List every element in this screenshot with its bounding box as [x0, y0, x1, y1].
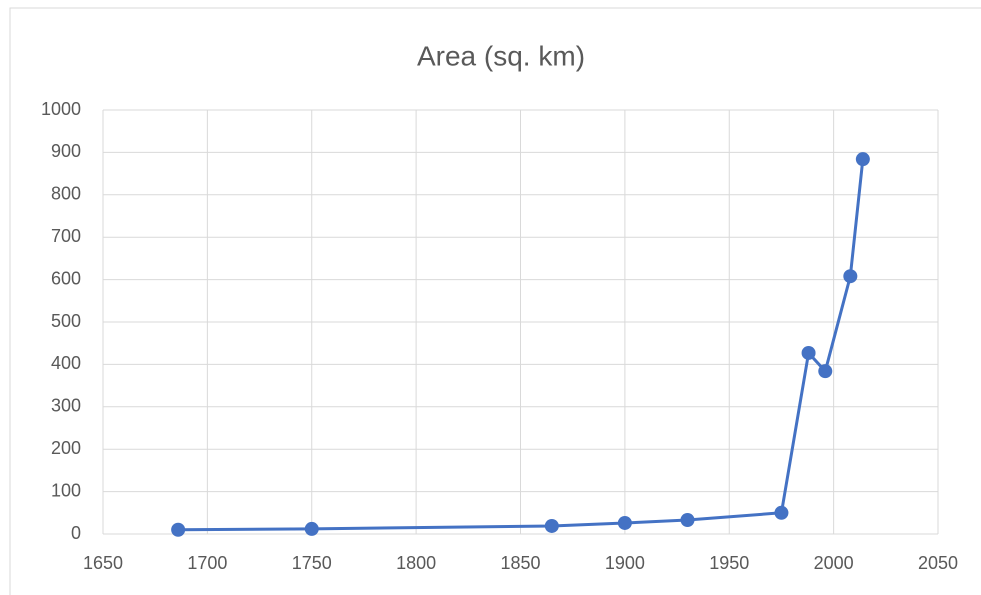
- x-tick-label: 1650: [83, 553, 123, 573]
- x-tick-label: 1700: [187, 553, 227, 573]
- data-point: [774, 505, 789, 520]
- x-tick-label: 2000: [814, 553, 854, 573]
- y-tick-label: 1000: [41, 99, 81, 119]
- x-tick-label: 1800: [396, 553, 436, 573]
- x-tick-label: 2050: [918, 553, 958, 573]
- data-point: [544, 518, 559, 533]
- y-tick-label: 200: [51, 438, 81, 458]
- y-tick-label: 700: [51, 226, 81, 246]
- y-tick-label: 600: [51, 268, 81, 288]
- y-tick-label: 900: [51, 141, 81, 161]
- x-tick-label: 1850: [500, 553, 540, 573]
- y-tick-label: 300: [51, 396, 81, 416]
- chart-border: [9, 7, 981, 595]
- x-tick-label: 1950: [709, 553, 749, 573]
- y-tick-label: 800: [51, 184, 81, 204]
- data-point: [843, 269, 858, 284]
- data-point: [617, 515, 632, 530]
- y-tick-label: 500: [51, 311, 81, 331]
- data-point: [855, 152, 870, 167]
- data-point: [680, 513, 695, 528]
- x-tick-label: 1750: [292, 553, 332, 573]
- data-point: [801, 345, 816, 360]
- chart-title: Area (sq. km): [417, 40, 585, 71]
- y-tick-label: 400: [51, 353, 81, 373]
- data-point: [304, 521, 319, 536]
- data-point: [171, 522, 186, 537]
- y-tick-label: 100: [51, 480, 81, 500]
- x-tick-label: 1900: [605, 553, 645, 573]
- data-line: [178, 159, 865, 532]
- data-point: [818, 364, 833, 379]
- y-tick-label: 0: [71, 523, 81, 543]
